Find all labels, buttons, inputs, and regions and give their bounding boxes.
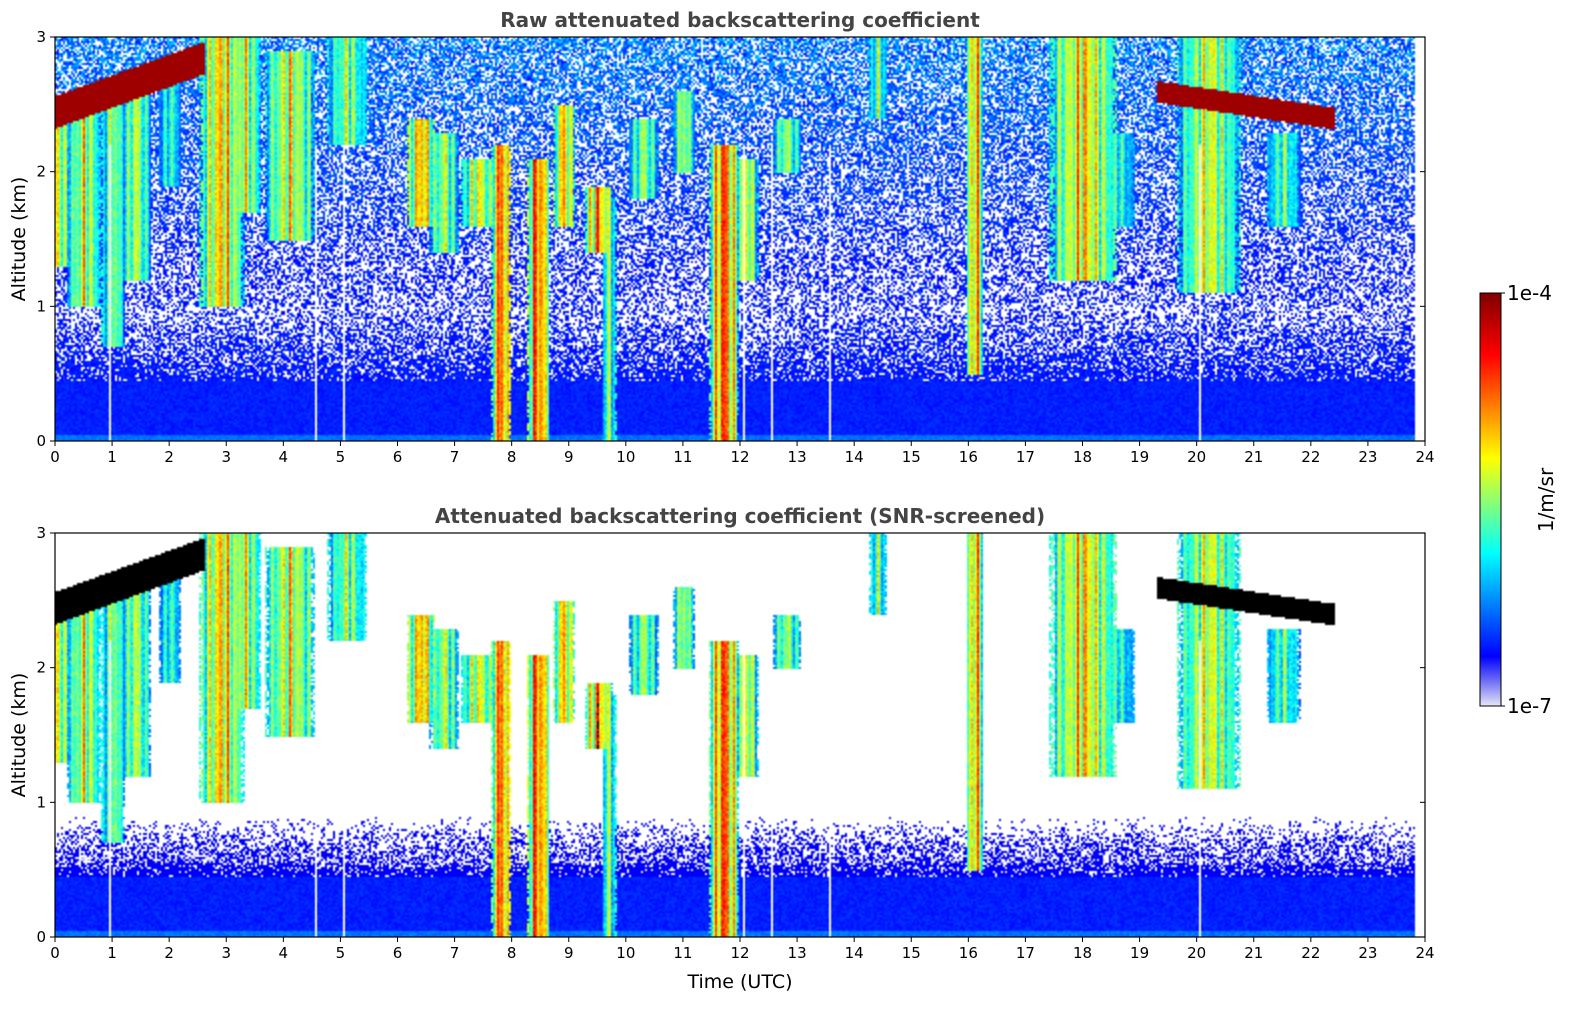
x-tick-label: 24 (1415, 944, 1434, 962)
heatmap-image-screened (55, 533, 1425, 937)
heatmap-image-raw (55, 37, 1425, 441)
y-tick-label: 1 (36, 297, 46, 315)
x-tick-label: 9 (564, 944, 574, 962)
x-tick-label: 12 (730, 944, 749, 962)
x-tick-label: 8 (507, 448, 517, 466)
x-tick-label: 20 (1187, 944, 1206, 962)
x-tick-label: 4 (279, 448, 289, 466)
y-tick-label: 0 (36, 432, 46, 450)
x-tick-label: 21 (1244, 944, 1263, 962)
y-axis-raw: 0 1 2 3 (36, 28, 1425, 450)
y-tick-label: 3 (36, 28, 46, 46)
y-tick-label: 3 (36, 524, 46, 542)
x-tick-label: 7 (450, 448, 460, 466)
colorbar: 1e-4 1e-7 1/m/sr (1479, 281, 1558, 718)
x-tick-label: 23 (1358, 448, 1377, 466)
x-tick-label: 17 (1016, 944, 1035, 962)
x-tick-label: 1 (107, 448, 117, 466)
panel-raw: Raw attenuated backscattering coefficien… (8, 8, 1435, 466)
x-tick-label: 23 (1358, 944, 1377, 962)
x-tick-label: 16 (959, 944, 978, 962)
x-tick-label: 15 (902, 944, 921, 962)
colorbar-label: 1/m/sr (1534, 467, 1558, 532)
y-tick-label: 1 (36, 793, 46, 811)
x-tick-label: 4 (279, 944, 289, 962)
x-tick-label: 11 (673, 448, 692, 466)
y-tick-label: 2 (36, 659, 46, 677)
x-tick-label: 13 (788, 944, 807, 962)
y-axis-label-screened: Altitude (km) (8, 673, 30, 798)
x-tick-label: 9 (564, 448, 574, 466)
x-tick-label: 10 (616, 448, 635, 466)
x-tick-label: 20 (1187, 448, 1206, 466)
colorbar-gradient (1479, 292, 1502, 707)
x-tick-label: 7 (450, 944, 460, 962)
panel-screened-title: Attenuated backscattering coefficient (S… (435, 504, 1045, 528)
colorbar-max-label: 1e-4 (1507, 281, 1552, 305)
x-tick-label: 0 (50, 448, 60, 466)
x-tick-label: 12 (730, 448, 749, 466)
x-tick-label: 2 (164, 944, 174, 962)
x-tick-label: 17 (1016, 448, 1035, 466)
y-axis-screened: 0 1 2 3 (36, 524, 1425, 946)
x-tick-label: 18 (1073, 944, 1092, 962)
x-tick-label: 3 (221, 448, 231, 466)
x-tick-label: 2 (164, 448, 174, 466)
x-tick-label: 19 (1130, 944, 1149, 962)
x-tick-label: 10 (616, 944, 635, 962)
x-tick-label: 6 (393, 944, 403, 962)
x-tick-label: 5 (336, 448, 346, 466)
colorbar-min-label: 1e-7 (1507, 694, 1552, 718)
panel-screened: Attenuated backscattering coefficient (S… (8, 504, 1435, 993)
x-axis-screened: 0 1 2 3 4 5 6 7 8 9 10 11 12 13 14 15 16 17 18 19 20 21 22 23 24 (50, 937, 1435, 962)
x-tick-label: 14 (845, 448, 864, 466)
x-tick-label: 5 (336, 944, 346, 962)
x-tick-label: 3 (221, 944, 231, 962)
x-axis-label: Time (UTC) (686, 971, 792, 993)
y-tick-label: 0 (36, 928, 46, 946)
panel-screened-heatmap (55, 533, 1425, 937)
y-axis-label-raw: Altitude (km) (8, 177, 30, 302)
x-tick-label: 14 (845, 944, 864, 962)
x-tick-label: 13 (788, 448, 807, 466)
x-tick-label: 22 (1301, 448, 1320, 466)
x-tick-label: 11 (673, 944, 692, 962)
x-tick-label: 18 (1073, 448, 1092, 466)
x-tick-label: 24 (1415, 448, 1434, 466)
x-tick-label: 22 (1301, 944, 1320, 962)
x-tick-label: 15 (902, 448, 921, 466)
x-tick-label: 16 (959, 448, 978, 466)
panel-raw-heatmap (55, 37, 1425, 441)
x-tick-label: 21 (1244, 448, 1263, 466)
x-tick-label: 0 (50, 944, 60, 962)
x-tick-label: 19 (1130, 448, 1149, 466)
x-tick-label: 8 (507, 944, 517, 962)
x-tick-label: 1 (107, 944, 117, 962)
panel-raw-title: Raw attenuated backscattering coefficien… (500, 8, 980, 32)
x-axis-raw: 0 1 2 3 4 5 6 7 8 9 10 11 12 13 14 15 16 17 18 19 20 21 22 23 24 (50, 441, 1435, 466)
x-tick-label: 6 (393, 448, 403, 466)
y-tick-label: 2 (36, 163, 46, 181)
